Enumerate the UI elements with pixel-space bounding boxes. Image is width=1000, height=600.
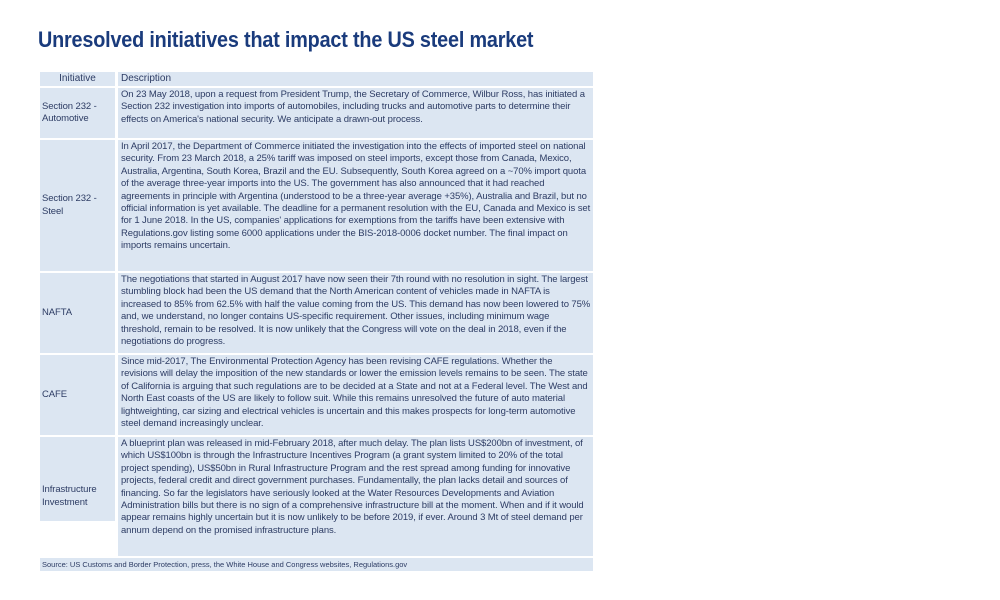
source-note: Source: US Customs and Border Protection…: [40, 558, 593, 571]
description-cell: Since mid-2017, The Environmental Protec…: [118, 355, 593, 437]
table-row: Section 232 - Steel In April 2017, the De…: [40, 140, 593, 273]
table-row: NAFTA The negotiations that started in Au…: [40, 273, 593, 355]
initiative-cell: Infrastructure Investment: [40, 437, 118, 558]
table-header-row: Initiative Description: [40, 72, 593, 88]
description-cell: The negotiations that started in August …: [118, 273, 593, 355]
initiative-cell: CAFE: [40, 355, 118, 437]
description-cell: A blueprint plan was released in mid-Feb…: [118, 437, 593, 558]
page-title: Unresolved initiatives that impact the U…: [38, 27, 534, 52]
initiative-cell: NAFTA: [40, 273, 118, 355]
initiative-cell: Section 232 - Steel: [40, 140, 118, 273]
description-cell: In April 2017, the Department of Commerc…: [118, 140, 593, 273]
column-header-initiative: Initiative: [40, 72, 118, 88]
table-row: Infrastructure Investment A blueprint pla…: [40, 437, 593, 558]
initiative-cell: Section 232 - Automotive: [40, 88, 118, 140]
description-cell: On 23 May 2018, upon a request from Pres…: [118, 88, 593, 140]
column-header-description: Description: [118, 72, 593, 88]
table-row: Section 232 - Automotive On 23 May 2018, …: [40, 88, 593, 140]
table-row: CAFE Since mid-2017, The Environmental Pr…: [40, 355, 593, 437]
initiatives-table: Initiative Description Section 232 - Aut…: [40, 72, 593, 558]
